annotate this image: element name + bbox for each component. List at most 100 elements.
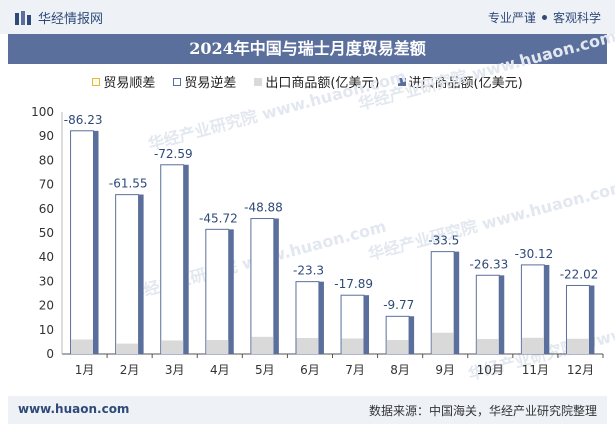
- brand-name: 华经情报网: [38, 12, 104, 27]
- deficit-data-label: -33.5: [428, 234, 459, 248]
- import-bar: [210, 229, 234, 354]
- x-tick-label: 7月: [345, 363, 365, 377]
- import-bar: [120, 194, 144, 354]
- deficit-data-label: -45.72: [199, 211, 238, 225]
- slogan-1: 专业严谨: [487, 11, 536, 25]
- deficit-data-label: -48.88: [244, 200, 283, 214]
- x-tick-label: 6月: [300, 363, 320, 377]
- deficit-data-label: -72.59: [154, 147, 193, 161]
- import-bar: [571, 285, 595, 354]
- import-bar: [75, 130, 99, 354]
- slogan: 专业严谨 客观科学: [488, 9, 601, 26]
- website-url[interactable]: www.huaon.com: [18, 402, 130, 416]
- y-tick-label: 60: [39, 202, 54, 216]
- legend-item-deficit: 贸易逆差: [173, 72, 236, 91]
- data-labels: -86.23 -61.55 -72.59 -45.72 -48.88 -23.3 -17.8…: [64, 113, 599, 312]
- deficit-data-label: -61.55: [109, 177, 148, 191]
- y-tick-label: 80: [39, 153, 54, 167]
- legend-item-export: 出口商品额(亿美元): [254, 72, 380, 91]
- x-tick-label: 8月: [390, 363, 410, 377]
- import-bar: [165, 164, 189, 354]
- x-tick-label: 9月: [435, 363, 455, 377]
- import-bar: [481, 275, 505, 354]
- deficit-bar: [385, 315, 410, 355]
- import-bar: [301, 281, 324, 354]
- watermark-text: 华经产业研究院 www.huaon.com: [466, 297, 615, 384]
- x-tick-label: 4月: [210, 363, 230, 377]
- x-tick-label: 2月: [120, 363, 140, 377]
- export-bar: [251, 336, 274, 354]
- bars: [70, 130, 595, 355]
- watermark-text: 华经产业研究院 www.huaon.com: [366, 177, 615, 264]
- export-bar: [521, 337, 544, 354]
- deficit-bar: [520, 264, 545, 355]
- import-bar: [526, 264, 550, 354]
- import-bar: [255, 218, 279, 354]
- deficit-bar: [250, 218, 275, 355]
- import-bar: [391, 316, 415, 354]
- y-tick-label: 10: [39, 323, 54, 337]
- y-tick-label: 20: [39, 299, 54, 313]
- y-tick-label: 30: [39, 274, 54, 288]
- export-bar: [71, 339, 93, 354]
- deficit-data-label: -30.12: [515, 247, 554, 261]
- chart-title: 2024年中国与瑞士月度贸易差额: [8, 34, 607, 64]
- import-bar: [346, 295, 370, 354]
- brand[interactable]: 华经情报网: [14, 8, 103, 27]
- separator-dot-icon: [541, 15, 547, 20]
- y-tick-label: 40: [39, 250, 54, 264]
- y-tick-label: 0: [46, 347, 54, 361]
- export-bar: [341, 338, 364, 354]
- x-tick-label: 5月: [255, 363, 275, 377]
- x-tick-label: 11月: [522, 363, 549, 377]
- deficit-bar: [205, 228, 230, 355]
- export-bar: [296, 338, 319, 354]
- data-source: 数据来源：中国海关，华经产业研究院整理: [368, 404, 597, 418]
- axes: 0 10 20 30 40 50 60 70 80 90 100 1月 2月 3月 4月 5月 6月 7月 8月 9月…: [31, 105, 604, 377]
- x-tick-label: 10月: [477, 363, 504, 377]
- legend-swatch-deficit: [173, 77, 182, 86]
- deficit-bar: [430, 251, 455, 355]
- legend-item-surplus: 贸易顺差: [92, 72, 155, 91]
- legend-swatch-surplus: [92, 77, 101, 86]
- export-bar: [386, 339, 409, 354]
- y-tick-label: 70: [39, 178, 54, 192]
- deficit-bar: [160, 164, 185, 355]
- deficit-bar: [295, 281, 320, 355]
- watermark-text: 华经产业研究院 www.huaon.com: [126, 217, 388, 304]
- y-tick-label: 100: [31, 105, 54, 119]
- slogan-2: 客观科学: [552, 11, 601, 25]
- y-tick-label: 50: [39, 226, 54, 240]
- export-bar: [161, 340, 184, 354]
- legend-label-deficit: 贸易逆差: [184, 76, 237, 91]
- export-bar: [566, 338, 589, 354]
- y-tick-label: 90: [39, 129, 54, 143]
- footer-bar: www.huaon.com 数据来源：中国海关，华经产业研究院整理: [8, 396, 607, 424]
- x-tick-label: 1月: [75, 363, 95, 377]
- deficit-data-label: -17.89: [334, 277, 373, 291]
- deficit-bar: [115, 194, 140, 355]
- chart-legend: 贸易顺差 贸易逆差 出口商品额(亿美元) 进口商品额(亿美元): [0, 72, 615, 91]
- header-bar: 华经情报网 专业严谨 客观科学: [0, 0, 615, 34]
- deficit-data-label: -9.77: [383, 298, 414, 312]
- x-tick-label: 12月: [567, 363, 594, 377]
- legend-label-export: 出口商品额(亿美元): [265, 76, 380, 91]
- legend-label-import: 进口商品额(亿美元): [408, 76, 523, 91]
- legend-swatch-export: [254, 77, 263, 86]
- import-bar: [436, 251, 460, 354]
- export-bar: [116, 343, 139, 354]
- deficit-bar: [475, 274, 500, 355]
- export-bar: [476, 338, 499, 354]
- legend-label-surplus: 贸易顺差: [103, 76, 156, 91]
- export-bar: [431, 332, 454, 354]
- deficit-bar: [340, 294, 365, 355]
- x-tick-label: 3月: [165, 363, 185, 377]
- deficit-data-label: -26.33: [470, 257, 509, 271]
- deficit-data-label: -23.3: [293, 264, 324, 278]
- huajing-logo-icon: [15, 10, 31, 25]
- export-bar: [206, 339, 229, 354]
- deficit-bar: [565, 284, 590, 355]
- deficit-data-label: -86.23: [64, 113, 103, 127]
- deficit-bar: [70, 130, 94, 355]
